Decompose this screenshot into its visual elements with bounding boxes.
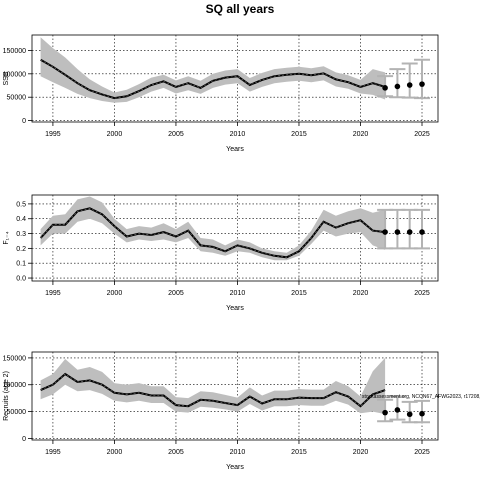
x-tick-label: 2010 — [230, 449, 246, 456]
forecast-point — [394, 407, 401, 413]
chart-panel-3: 1995 2000 2005 2010 2015 2020 2025 0 50000 100000… — [3, 351, 480, 471]
forecast-point — [419, 229, 425, 235]
x-tick-label: 2015 — [291, 131, 307, 138]
x-tick-label: 2020 — [353, 290, 369, 297]
x-tick-label: 1995 — [45, 449, 61, 456]
y-tick-label: 0 — [22, 118, 26, 125]
y-axis-label: F₁₋₄ — [3, 231, 10, 244]
x-tick-label: 2015 — [291, 290, 307, 297]
y-axis-label: Recruits (age 2) — [3, 371, 10, 421]
x-axis-label: Years — [226, 305, 244, 312]
y-tick-label: 100000 — [3, 382, 26, 389]
x-tick-label: 2005 — [168, 131, 184, 138]
y-tick-label: 150000 — [3, 48, 26, 55]
y-tick-label: 0.5 — [16, 201, 26, 208]
x-tick-label: 2010 — [230, 290, 246, 297]
y-tick-label: 100000 — [3, 71, 26, 78]
forecast-point — [394, 229, 401, 235]
x-tick-label: 2000 — [107, 449, 123, 456]
estimate-line-dash — [40, 59, 386, 99]
x-tick-label: 2015 — [291, 449, 307, 456]
x-tick-label: 2005 — [168, 290, 184, 297]
y-tick-label: 0.1 — [16, 261, 26, 268]
x-tick-label: 2025 — [414, 131, 430, 138]
forecast-point — [406, 411, 413, 418]
y-tick-label: 150000 — [3, 355, 26, 362]
x-tick-label: 2005 — [168, 449, 184, 456]
source-annotation: stockassessment.org, NCON67_AFWG2023, r1… — [362, 394, 480, 400]
confidence-band — [40, 357, 386, 415]
forecast-point — [406, 229, 413, 235]
figure-title: SQ all years — [206, 2, 275, 16]
y-tick-label: 0 — [22, 436, 26, 443]
estimate-line-dash — [40, 207, 386, 258]
plot-frame — [31, 34, 439, 123]
y-axis-label: SSB — [3, 71, 10, 85]
chart-panel-1: 1995 2000 2005 2010 2015 2020 2025 0 50000 100000… — [3, 34, 439, 153]
forecast-point — [419, 410, 425, 417]
forecast-point — [394, 83, 401, 90]
y-tick-label: 0.2 — [16, 246, 26, 253]
x-tick-label: 2000 — [107, 290, 123, 297]
x-tick-label: 2020 — [353, 131, 369, 138]
forecast-point — [382, 85, 388, 91]
y-tick-label: 50000 — [7, 95, 27, 102]
x-tick-label: 2025 — [414, 449, 430, 456]
chart-panel-2: 1995 2000 2005 2010 2015 2020 2025 0.0 0.1 0.2 0.3… — [3, 194, 439, 312]
x-tick-label: 2000 — [107, 131, 123, 138]
estimate-line-dash — [40, 373, 386, 407]
y-tick-label: 0.4 — [16, 216, 26, 223]
forecast-point — [419, 81, 425, 87]
confidence-band — [40, 196, 386, 261]
x-tick-label: 1995 — [45, 290, 61, 297]
x-axis-label: Years — [226, 464, 244, 471]
x-axis-label: Years — [226, 146, 244, 153]
x-tick-label: 2025 — [414, 290, 430, 297]
x-tick-label: 2020 — [353, 449, 369, 456]
plot-frame — [31, 194, 439, 282]
forecast-point — [406, 82, 413, 88]
plot-frame — [31, 351, 439, 441]
x-tick-label: 1995 — [45, 131, 61, 138]
forecast-point — [382, 409, 388, 416]
y-tick-label: 50000 — [7, 409, 27, 416]
forecast-point — [382, 229, 388, 235]
confidence-band — [40, 37, 386, 103]
x-tick-label: 2010 — [230, 131, 246, 138]
y-tick-label: 0.0 — [16, 276, 26, 283]
y-tick-label: 0.3 — [16, 231, 26, 238]
